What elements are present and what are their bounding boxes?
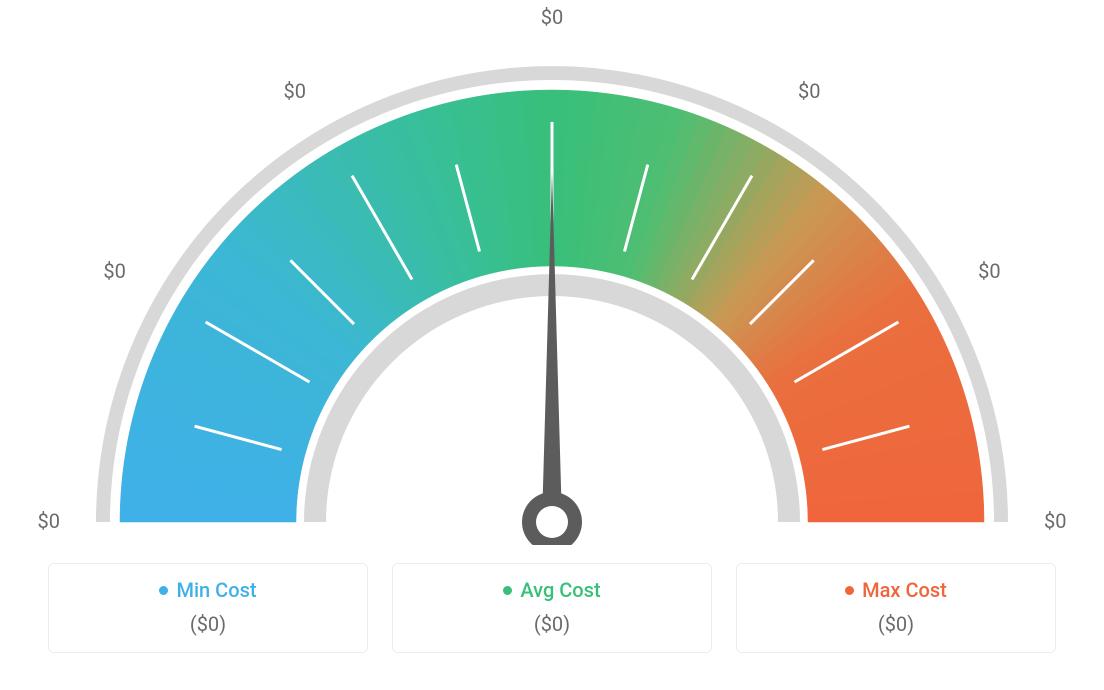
gauge-chart: $0 $0 $0 $0 $0 $0 $0 <box>0 0 1104 545</box>
gauge-tick-label: $0 <box>978 259 1000 283</box>
gauge-tick-label: $0 <box>38 509 60 533</box>
legend-dot-min <box>159 586 168 595</box>
legend-label-row-max: Max Cost <box>737 578 1055 602</box>
legend-row: Min Cost ($0) Avg Cost ($0) Max Cost ($0… <box>0 563 1104 653</box>
legend-card-min: Min Cost ($0) <box>48 563 368 653</box>
legend-dot-max <box>845 586 854 595</box>
gauge-hub-inner <box>536 506 568 538</box>
legend-value-avg: ($0) <box>393 612 711 636</box>
legend-card-max: Max Cost ($0) <box>736 563 1056 653</box>
legend-card-avg: Avg Cost ($0) <box>392 563 712 653</box>
legend-value-max: ($0) <box>737 612 1055 636</box>
legend-label-avg: Avg Cost <box>520 578 600 602</box>
legend-value-min: ($0) <box>49 612 367 636</box>
gauge-svg: $0 $0 $0 $0 $0 $0 $0 <box>0 0 1104 545</box>
legend-label-row-min: Min Cost <box>49 578 367 602</box>
gauge-tick-label: $0 <box>1044 509 1066 533</box>
gauge-tick-label: $0 <box>284 79 306 103</box>
legend-label-max: Max Cost <box>862 578 947 602</box>
gauge-tick-label: $0 <box>541 5 563 29</box>
gauge-tick-label: $0 <box>103 259 125 283</box>
legend-dot-avg <box>503 586 512 595</box>
legend-label-row-avg: Avg Cost <box>393 578 711 602</box>
gauge-tick-label: $0 <box>798 79 820 103</box>
legend-label-min: Min Cost <box>176 578 256 602</box>
